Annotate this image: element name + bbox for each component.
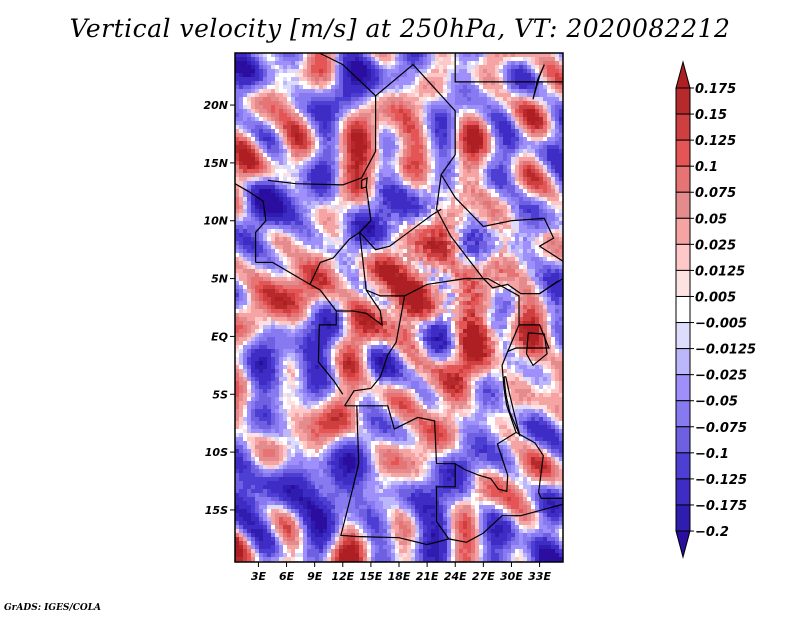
x-tick-label: 33E: [528, 570, 551, 583]
colorbar-box: [675, 400, 691, 428]
colorbar-box: [675, 191, 691, 219]
y-tick-label: 5N: [211, 273, 228, 286]
country-border: [235, 183, 267, 263]
x-tick-label: 15E: [359, 570, 382, 583]
colorbar-extend-bottom: [675, 530, 691, 559]
country-border: [340, 405, 563, 546]
x-tick-label: 6E: [279, 570, 295, 583]
y-tick-label: 5S: [212, 388, 228, 401]
colorbar-label: 0.125: [695, 134, 736, 149]
colorbar-label: 0.1: [695, 160, 718, 175]
colorbar-label: −0.125: [695, 473, 747, 488]
y-tick-label: 15S: [205, 504, 228, 517]
colorbar-box: [675, 87, 691, 115]
colorbar-box: [675, 217, 691, 245]
country-border: [344, 405, 456, 540]
colorbar-box: [675, 478, 691, 506]
lake-nasser: [532, 64, 545, 100]
colorbar-label: 0.0125: [695, 264, 745, 279]
colorbar-label: 0.15: [695, 108, 727, 123]
colorbar-box: [675, 374, 691, 402]
colorbar-label: −0.05: [695, 395, 738, 410]
colorbar-box: [675, 165, 691, 193]
colorbar-label: 0.175: [695, 82, 736, 97]
x-tick-label: 18E: [388, 570, 411, 583]
x-tick-label: 9E: [307, 570, 323, 583]
lake-chad: [360, 176, 368, 190]
colorbar-label: −0.075: [695, 421, 747, 436]
y-tick-label: 10S: [205, 446, 228, 459]
colorbar-box: [675, 295, 691, 324]
colorbar-label: −0.025: [695, 369, 747, 384]
colorbar-label: 0.05: [695, 212, 727, 227]
y-tick-label: 20N: [203, 99, 228, 112]
x-tick-label: 24E: [444, 570, 467, 583]
y-tick-label: 10N: [203, 215, 228, 228]
colorbar-box: [675, 139, 691, 167]
y-tick-label: EQ: [211, 330, 228, 343]
x-tick-label: 27E: [472, 570, 495, 583]
colorbar-label: −0.1: [695, 447, 729, 462]
x-tick-label: 12E: [331, 570, 354, 583]
x-tick-label: 30E: [500, 570, 523, 583]
country-border: [267, 53, 377, 186]
x-tick-label: 3E: [251, 570, 267, 583]
country-border: [454, 431, 563, 499]
colorbar-box: [675, 452, 691, 480]
lake-victoria: [525, 332, 548, 367]
colorbar-label: −0.005: [695, 317, 747, 332]
colorbar-label: 0.005: [695, 290, 736, 305]
country-border: [440, 174, 563, 262]
country-border: [507, 324, 550, 353]
y-axis: 20N 15N 10N 5N EQ 5S 10S 15S: [203, 99, 235, 517]
country-borders: [235, 53, 563, 546]
colorbar-box: [675, 113, 691, 141]
colorbar-label: −0.0125: [695, 343, 756, 358]
x-tick-label: 21E: [416, 570, 439, 583]
colorbar-box: [675, 504, 691, 532]
colorbar-box: [675, 269, 691, 297]
colorbar-box: [675, 348, 691, 376]
chart-title: Vertical velocity [m/s] at 250hPa, VT: 2…: [69, 14, 731, 43]
country-border: [482, 278, 559, 295]
y-tick-label: 15N: [203, 157, 228, 170]
colorbar-label: 0.025: [695, 238, 736, 253]
colorbar-box: [675, 243, 691, 271]
country-border: [375, 63, 484, 279]
colorbar-label: 0.075: [695, 186, 736, 201]
colorbar-box: [675, 322, 691, 350]
colorbar-label: −0.2: [695, 525, 729, 540]
vertical-velocity-field: [235, 53, 563, 562]
x-axis: 3E 6E 9E 12E 15E 18E 21E 24E 27E 30E 33E: [251, 562, 551, 583]
colorbar-extend-top: [675, 60, 691, 89]
country-border: [358, 185, 442, 251]
colorbar-box: [675, 426, 691, 454]
lake-tanganyika: [503, 376, 521, 437]
country-border: [454, 53, 563, 83]
country-border: [344, 295, 406, 407]
country-border: [255, 261, 344, 395]
grads-credit: GrADS: IGES/COLA: [4, 603, 102, 613]
colorbar: 0.175 0.15 0.125 0.1 0.075 0.05 0.025 0.0125 0.0…: [675, 60, 756, 559]
colorbar-label: −0.175: [695, 499, 747, 514]
